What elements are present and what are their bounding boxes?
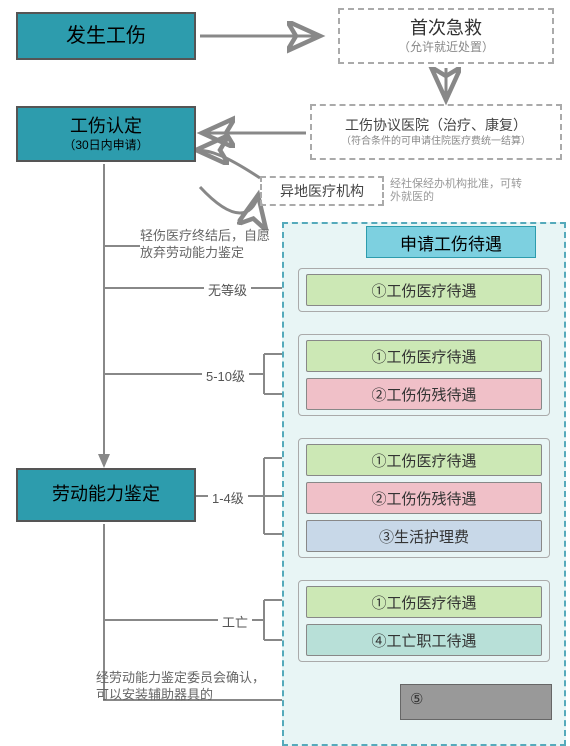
label-5-10: 5-10级 [202, 366, 249, 385]
node-injury: 发生工伤 [16, 12, 196, 60]
treat-t4: ④工亡职工待遇 [306, 624, 542, 656]
label-voluntary: 轻伤医疗终结后，自愿放弃劳动能力鉴定 [140, 228, 280, 262]
node-identify-text: 工伤认定 [70, 115, 142, 138]
treat-t3: ③生活护理费 [306, 520, 542, 552]
node-ability: 劳动能力鉴定 [16, 468, 196, 522]
node-agreement-hosp: 工伤协议医院（治疗、康复） （符合条件的可申请住院医疗费统一结算） [310, 104, 562, 160]
node-remote-note: 经社保经办机构批准，可转外就医的 [390, 178, 530, 204]
treat-t1: ①工伤医疗待遇 [306, 586, 542, 618]
node-agreement-hosp-text: 工伤协议医院（治疗、康复） [345, 116, 527, 134]
t5-label: ⑤ [410, 690, 423, 708]
node-first-aid-text: 首次急救 [410, 17, 482, 40]
label-no-level: 无等级 [204, 280, 251, 299]
node-ability-text: 劳动能力鉴定 [52, 483, 160, 506]
treat-t1: ①工伤医疗待遇 [306, 274, 542, 306]
label-1-4: 1-4级 [208, 488, 248, 507]
treat-t1: ①工伤医疗待遇 [306, 444, 542, 476]
node-identify-sub: （30日内申请） [63, 138, 148, 154]
treatments-title: 申请工伤待遇 [366, 226, 536, 258]
flowchart-canvas: 发生工伤 首次急救 （允许就近处置） 工伤认定 （30日内申请） 工伤协议医院（… [0, 0, 570, 746]
treat-t1: ①工伤医疗待遇 [306, 340, 542, 372]
node-remote-text: 异地医疗机构 [280, 182, 364, 200]
label-aux: 经劳动能力鉴定委员会确认，可以安装辅助器具的 [96, 670, 276, 704]
label-death: 工亡 [218, 612, 252, 631]
node-remote: 异地医疗机构 [260, 176, 384, 206]
node-first-aid: 首次急救 （允许就近处置） [338, 8, 554, 64]
node-identify: 工伤认定 （30日内申请） [16, 106, 196, 162]
node-injury-text: 发生工伤 [66, 23, 146, 49]
treat-t2: ②工伤伤残待遇 [306, 482, 542, 514]
node-agreement-hosp-sub: （符合条件的可申请住院医疗费统一结算） [341, 135, 531, 148]
node-first-aid-sub: （允许就近处置） [398, 40, 494, 56]
treat-t2: ②工伤伤残待遇 [306, 378, 542, 410]
